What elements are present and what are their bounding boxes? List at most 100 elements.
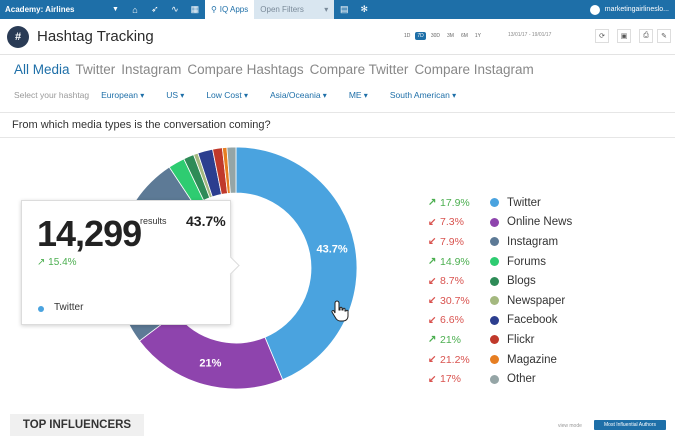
tab-compare-instagram[interactable]: Compare Instagram bbox=[414, 62, 534, 77]
tab-compare-twitter[interactable]: Compare Twitter bbox=[309, 62, 409, 77]
period-1y[interactable]: 1Y bbox=[474, 33, 482, 39]
arrow-up-icon: ↗ bbox=[428, 197, 437, 209]
arrow-up-icon: ↗ bbox=[428, 256, 437, 268]
tooltip-change-value: 15.4% bbox=[48, 257, 77, 268]
period-selector: 1D 7D 30D 3M 6M 1Y bbox=[402, 32, 486, 40]
legend-change: 17% bbox=[440, 373, 462, 386]
chevron-down-icon[interactable]: ▼ bbox=[112, 6, 119, 13]
period-1d[interactable]: 1D bbox=[404, 33, 411, 39]
legend-name: Other bbox=[507, 373, 536, 386]
arrow-down-icon: ↙ bbox=[428, 216, 437, 228]
tooltip-value: 14,299 bbox=[37, 213, 142, 254]
page-header: # Hashtag Tracking 1D 7D 30D 3M 6M 1Y 13/01/1… bbox=[0, 19, 675, 55]
legend-swatch bbox=[490, 198, 499, 208]
app-switcher[interactable]: Academy: Airlines bbox=[0, 5, 110, 14]
legend-item[interactable]: ↙ 17% Other bbox=[428, 369, 572, 389]
legend-item[interactable]: ↙ 8.7% Blogs bbox=[428, 271, 572, 291]
edit-icon[interactable]: ✎ bbox=[657, 29, 671, 43]
section-question: From which media types is the conversati… bbox=[0, 112, 675, 138]
legend-change: 8.7% bbox=[440, 275, 464, 288]
legend-item[interactable]: ↙ 21.2% Magazine bbox=[428, 350, 572, 370]
legend-change: 7.9% bbox=[440, 235, 464, 248]
donut-slice-label: 21% bbox=[199, 358, 221, 370]
legend-name: Forums bbox=[507, 255, 546, 268]
arrow-up-icon: ↗ bbox=[428, 334, 437, 346]
donut-slice-twitter[interactable] bbox=[235, 146, 358, 381]
period-3m[interactable]: 3M bbox=[447, 33, 454, 39]
filter-south-american[interactable]: South American bbox=[390, 90, 456, 100]
tab-all-media[interactable]: All Media bbox=[14, 62, 70, 77]
pin-icon: ⚲ bbox=[210, 5, 217, 14]
donut-slice-other[interactable] bbox=[226, 146, 237, 194]
gear-icon[interactable]: ✻ bbox=[360, 4, 369, 14]
document-icon[interactable]: ▤ bbox=[340, 4, 349, 14]
app-title: Academy: Airlines bbox=[5, 5, 75, 14]
legend-name: Instagram bbox=[507, 235, 559, 248]
user-menu[interactable]: marketingairlineslo... bbox=[589, 4, 675, 15]
legend-name: Twitter bbox=[507, 196, 541, 209]
arrow-down-icon: ↙ bbox=[428, 314, 437, 326]
page-title: Hashtag Tracking bbox=[37, 28, 154, 45]
chart-legend: ↗ 17.9% Twitter ↙ 7.3% Online News ↙ 7.9% Instag… bbox=[428, 193, 572, 389]
grid-icon[interactable]: ▦ bbox=[190, 4, 200, 14]
filter-us[interactable]: US bbox=[166, 90, 184, 100]
tooltip-series-label: Twitter bbox=[54, 302, 84, 313]
view-mode-select[interactable]: Most Influential Authors bbox=[594, 420, 666, 430]
refresh-icon[interactable]: ⟳ bbox=[595, 29, 609, 43]
export-icon[interactable]: ⎙ bbox=[639, 29, 653, 43]
chart-tooltip: 14,299 results 43.7% ↗ 15.4% Twitter bbox=[21, 200, 231, 325]
tab-compare-hashtags[interactable]: Compare Hashtags bbox=[187, 62, 304, 77]
media-tabs: All Media Twitter Instagram Compare Hashtag… bbox=[14, 62, 540, 77]
legend-item[interactable]: ↗ 14.9% Forums bbox=[428, 252, 572, 272]
legend-change: 7.3% bbox=[440, 216, 464, 229]
legend-name: Blogs bbox=[507, 275, 536, 288]
tooltip-results-label: results bbox=[140, 216, 167, 226]
legend-item[interactable]: ↗ 21% Flickr bbox=[428, 330, 572, 350]
filter-asia-oceania[interactable]: Asia/Oceania bbox=[270, 90, 327, 100]
legend-item[interactable]: ↙ 30.7% Newspaper bbox=[428, 291, 572, 311]
filter-low-cost[interactable]: Low Cost bbox=[206, 90, 248, 100]
period-7d[interactable]: 7D bbox=[415, 32, 426, 40]
tab-open-filters[interactable]: Open Filters ▾ bbox=[254, 0, 335, 19]
legend-name: Magazine bbox=[507, 353, 557, 366]
legend-name: Newspaper bbox=[507, 294, 566, 307]
hand-cursor-icon bbox=[331, 300, 349, 322]
arrow-down-icon: ↙ bbox=[428, 275, 437, 287]
tooltip-percent: 43.7% bbox=[186, 213, 226, 229]
legend-swatch bbox=[490, 315, 499, 325]
date-range[interactable]: 13/01/17 - 19/01/17 bbox=[508, 32, 552, 38]
tab-open-filters-label: Open Filters bbox=[260, 5, 304, 14]
legend-change: 6.6% bbox=[440, 314, 464, 327]
top-app-bar: Academy: Airlines ▼ ⌂ ➶ ∿ ▦ ⚲ IQ Apps Op… bbox=[0, 0, 675, 19]
chart-icon[interactable]: ∿ bbox=[171, 4, 179, 14]
layout-icon[interactable]: ▣ bbox=[617, 29, 631, 43]
filter-items: European US Low Cost Asia/Oceania ME South Am… bbox=[101, 90, 478, 100]
period-6m[interactable]: 6M bbox=[460, 33, 468, 39]
chevron-down-icon: ▾ bbox=[324, 5, 329, 14]
legend-item[interactable]: ↗ 17.9% Twitter bbox=[428, 193, 572, 213]
legend-item[interactable]: ↙ 7.9% Instagram bbox=[428, 232, 572, 252]
top-influencers-title: TOP INFLUENCERS bbox=[10, 414, 144, 436]
rocket-icon[interactable]: ➶ bbox=[151, 4, 159, 14]
legend-swatch bbox=[490, 237, 499, 247]
legend-swatch bbox=[490, 257, 499, 267]
question-text: From which media types is the conversati… bbox=[12, 119, 271, 131]
hashtag-filters: Select your hashtag European US Low Cost As… bbox=[14, 90, 478, 100]
tooltip-series-dot bbox=[38, 306, 44, 312]
filter-european[interactable]: European bbox=[101, 90, 144, 100]
tab-iq-apps[interactable]: ⚲ IQ Apps bbox=[204, 0, 255, 19]
legend-name: Facebook bbox=[507, 314, 558, 327]
legend-item[interactable]: ↙ 6.6% Facebook bbox=[428, 311, 572, 331]
legend-name: Flickr bbox=[507, 333, 535, 346]
tab-instagram[interactable]: Instagram bbox=[121, 62, 182, 77]
arrow-down-icon: ↙ bbox=[428, 354, 437, 366]
arrow-down-icon: ↙ bbox=[428, 373, 437, 385]
home-icon[interactable]: ⌂ bbox=[132, 4, 138, 15]
period-30d[interactable]: 30D bbox=[430, 33, 440, 39]
arrow-down-icon: ↙ bbox=[428, 236, 437, 248]
tab-twitter[interactable]: Twitter bbox=[75, 62, 116, 77]
legend-item[interactable]: ↙ 7.3% Online News bbox=[428, 213, 572, 233]
filter-me[interactable]: ME bbox=[349, 90, 368, 100]
legend-change: 21.2% bbox=[440, 353, 470, 366]
user-name: marketingairlineslo... bbox=[604, 6, 669, 13]
